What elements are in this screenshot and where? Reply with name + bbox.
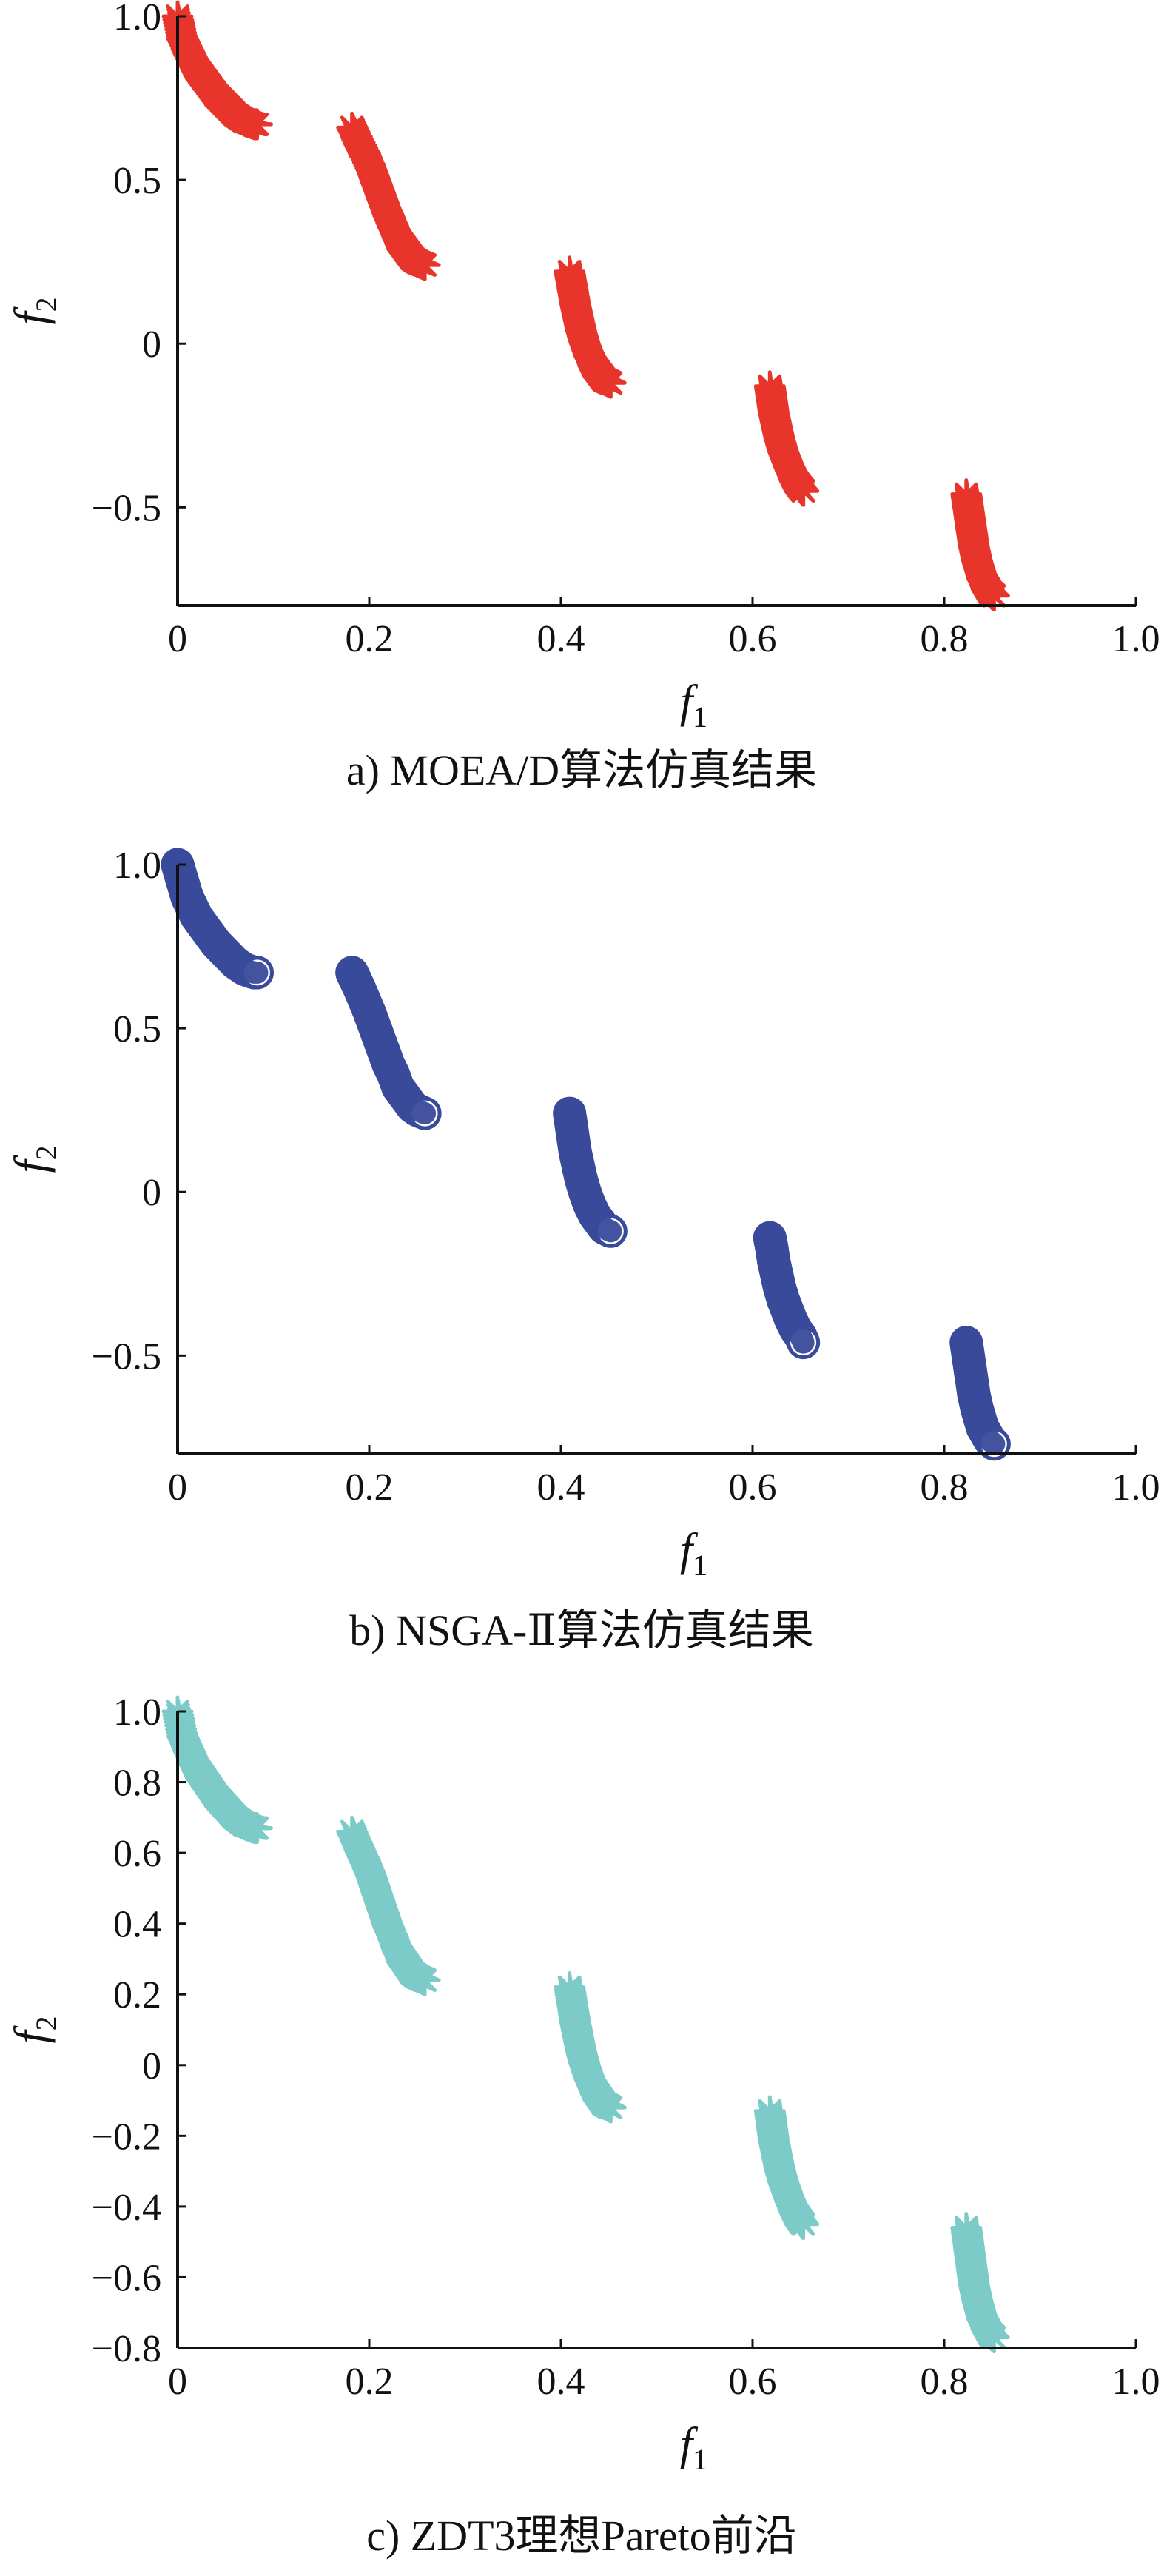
x-tick-label: 1.0: [1112, 618, 1160, 660]
data-point: [787, 474, 820, 507]
x-tick-label: 0.6: [729, 618, 777, 660]
series-segment-3: [554, 1971, 627, 2124]
data-point: [787, 2208, 820, 2241]
chart-caption: a) MOEA/D算法仿真结果: [346, 746, 817, 794]
x-tick-label: 1.0: [1112, 2361, 1160, 2403]
y-tick-label: 0.2: [113, 1974, 161, 2016]
series-segment-2: [336, 111, 441, 281]
x-axis-label: f1: [680, 1525, 707, 1582]
x-tick-label: 0: [168, 1466, 187, 1509]
y-tick-label: −0.5: [92, 487, 161, 529]
series-band: [166, 853, 269, 984]
x-tick-label: 0.6: [729, 1466, 777, 1509]
x-axis-label: f1: [680, 677, 707, 734]
series-segment-5: [950, 478, 1010, 612]
data-point: [408, 249, 441, 281]
data-point: [408, 1964, 441, 1996]
series-band: [758, 1227, 815, 1354]
y-tick-label: 1.0: [113, 845, 161, 887]
y-tick-label: 1.0: [113, 1691, 161, 1734]
y-tick-label: 0.4: [113, 1904, 161, 1946]
series-segment-3: [554, 255, 627, 399]
x-tick-label: 0.2: [346, 2361, 394, 2403]
y-tick-label: 0.5: [113, 1008, 161, 1050]
y-tick-label: 0.8: [113, 1762, 161, 1805]
x-tick-label: 0.6: [729, 2361, 777, 2403]
x-tick-label: 0.2: [346, 1466, 394, 1509]
y-tick-label: −0.6: [92, 2257, 161, 2299]
data-point: [240, 108, 273, 141]
y-tick-label: −0.8: [92, 2328, 161, 2370]
y-tick-label: 0: [142, 323, 161, 366]
data-point: [594, 366, 627, 399]
x-tick-label: 1.0: [1112, 1466, 1160, 1509]
chart-panel-2: 0 0.2 0.4 0.6 0.8 1.0 1.0 0.5 0 −0.5 f1 f2 b) NSGA-Ⅱ…: [6, 845, 1160, 1654]
x-tick-label: 0.8: [921, 618, 969, 660]
series-segment-1: [161, 848, 274, 990]
series-segment-4: [753, 370, 820, 507]
chart-caption: c) ZDT3理想Pareto前沿: [366, 2512, 796, 2560]
y-tick-label: 0.5: [113, 160, 161, 202]
data-point: [594, 2091, 627, 2124]
x-axis-label: f1: [680, 2419, 707, 2476]
series-segment-3: [553, 1096, 628, 1248]
chart-panel-3: 0 0.2 0.4 0.6 0.8 1.0 1.0 0.8 0.6 0.4 0.2 0 −0.2 −0.4…: [6, 1691, 1160, 2560]
x-tick-label: 0.2: [346, 618, 394, 660]
series-band: [340, 961, 437, 1125]
chart-panel-1: 0 0.2 0.4 0.6 0.8 1.0 1.0 0.5 0 −0.5 f1 f2 a) MOEA/D…: [6, 0, 1160, 794]
y-tick-label: 0: [142, 2045, 161, 2087]
series-segment-1: [161, 1695, 273, 1845]
x-tick-label: 0.4: [537, 1466, 585, 1509]
y-axis-label: f2: [6, 297, 63, 324]
x-tick-label: 0.8: [921, 2361, 969, 2403]
data-points: [161, 848, 1011, 1461]
y-tick-label: −0.2: [92, 2116, 161, 2158]
y-axis-label: f2: [6, 2016, 63, 2043]
y-tick-label: 0.6: [113, 1833, 161, 1875]
series-segment-4: [753, 1221, 821, 1360]
y-tick-label: 0: [142, 1172, 161, 1214]
x-tick-label: 0: [168, 2361, 187, 2403]
x-tick-label: 0.4: [537, 2361, 585, 2403]
y-tick-label: −0.4: [92, 2187, 161, 2229]
data-points: [161, 0, 1010, 612]
series-segment-5: [949, 1326, 1011, 1461]
x-tick-label: 0.4: [537, 618, 585, 660]
chart-caption: b) NSGA-Ⅱ算法仿真结果: [349, 1606, 813, 1654]
y-tick-label: −0.5: [92, 1335, 161, 1378]
data-point: [240, 1812, 273, 1845]
series-segment-4: [753, 2095, 820, 2241]
series-band: [955, 1331, 1006, 1455]
x-tick-label: 0.8: [921, 1466, 969, 1509]
x-tick-label: 0: [168, 618, 187, 660]
series-segment-2: [336, 1815, 441, 1996]
y-tick-label: 1.0: [113, 0, 161, 38]
data-points: [161, 1695, 1010, 2354]
series-segment-5: [950, 2212, 1010, 2354]
series-band: [558, 1102, 622, 1243]
y-axis-label: f2: [6, 1145, 63, 1173]
series-segment-1: [161, 0, 273, 141]
series-segment-2: [335, 956, 442, 1130]
